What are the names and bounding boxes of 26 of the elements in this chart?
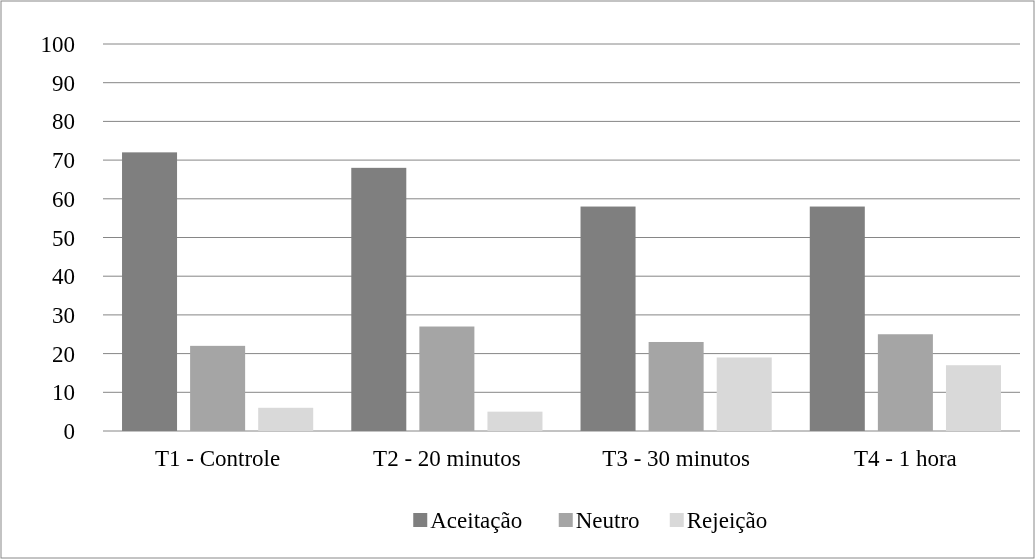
bar bbox=[419, 326, 475, 431]
bar bbox=[877, 334, 933, 431]
y-tick-label: 0 bbox=[63, 419, 75, 445]
bar bbox=[945, 365, 1001, 431]
y-tick-label: 30 bbox=[52, 302, 75, 328]
y-tick-label: 70 bbox=[52, 148, 75, 174]
y-tick-label: 80 bbox=[52, 109, 75, 135]
x-tick-label: T3 - 30 minutos bbox=[602, 446, 750, 471]
y-tick-label: 90 bbox=[52, 70, 75, 96]
y-tick-label: 20 bbox=[52, 341, 75, 367]
y-tick-label: 40 bbox=[52, 264, 75, 290]
x-tick-label: T2 - 20 minutos bbox=[373, 446, 521, 471]
x-tick-label: T4 - 1 hora bbox=[853, 446, 957, 471]
y-tick-label: 100 bbox=[40, 32, 75, 58]
bar bbox=[716, 357, 772, 431]
y-tick-label: 50 bbox=[52, 225, 75, 251]
bar bbox=[190, 345, 246, 431]
legend-label: Neutro bbox=[575, 508, 640, 534]
bar bbox=[648, 341, 704, 431]
x-tick-label: T1 - Controle bbox=[155, 446, 281, 471]
legend-label: Aceitação bbox=[430, 508, 523, 534]
bar bbox=[258, 407, 314, 431]
y-tick-label: 10 bbox=[52, 380, 75, 406]
legend-label: Rejeição bbox=[686, 508, 768, 534]
bar bbox=[487, 411, 543, 431]
y-tick-label: 60 bbox=[52, 186, 75, 212]
